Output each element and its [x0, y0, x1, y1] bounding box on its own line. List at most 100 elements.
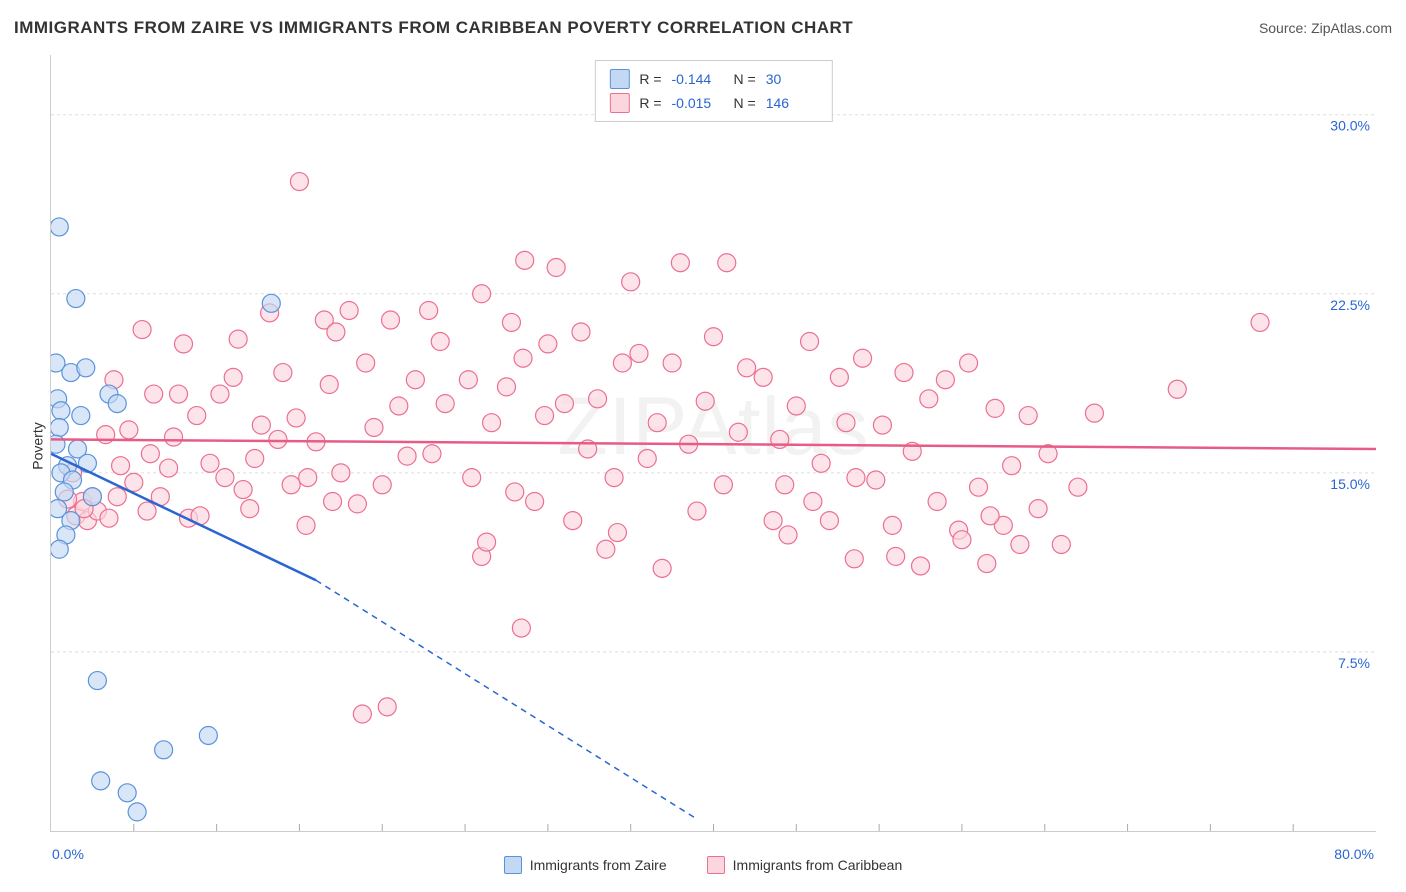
data-point[interactable]	[648, 414, 666, 432]
data-point[interactable]	[526, 492, 544, 510]
data-point[interactable]	[353, 705, 371, 723]
data-point[interactable]	[960, 354, 978, 372]
data-point[interactable]	[118, 784, 136, 802]
data-point[interactable]	[764, 512, 782, 530]
data-point[interactable]	[216, 469, 234, 487]
data-point[interactable]	[887, 547, 905, 565]
data-point[interactable]	[463, 469, 481, 487]
data-point[interactable]	[55, 483, 73, 501]
data-point[interactable]	[830, 368, 848, 386]
data-point[interactable]	[920, 390, 938, 408]
data-point[interactable]	[125, 473, 143, 491]
data-point[interactable]	[564, 512, 582, 530]
data-point[interactable]	[175, 335, 193, 353]
data-point[interactable]	[297, 516, 315, 534]
data-point[interactable]	[133, 321, 151, 339]
data-point[interactable]	[77, 359, 95, 377]
data-point[interactable]	[729, 423, 747, 441]
data-point[interactable]	[83, 488, 101, 506]
data-point[interactable]	[589, 390, 607, 408]
data-point[interactable]	[165, 428, 183, 446]
data-point[interactable]	[555, 395, 573, 413]
data-point[interactable]	[928, 492, 946, 510]
data-point[interactable]	[145, 385, 163, 403]
data-point[interactable]	[287, 409, 305, 427]
data-point[interactable]	[199, 726, 217, 744]
data-point[interactable]	[1011, 535, 1029, 553]
data-point[interactable]	[1029, 500, 1047, 518]
data-point[interactable]	[357, 354, 375, 372]
data-point[interactable]	[718, 254, 736, 272]
data-point[interactable]	[459, 371, 477, 389]
data-point[interactable]	[420, 301, 438, 319]
data-point[interactable]	[365, 418, 383, 436]
data-point[interactable]	[705, 328, 723, 346]
data-point[interactable]	[754, 368, 772, 386]
data-point[interactable]	[51, 435, 65, 453]
data-point[interactable]	[506, 483, 524, 501]
data-point[interactable]	[229, 330, 247, 348]
data-point[interactable]	[873, 416, 891, 434]
data-point[interactable]	[398, 447, 416, 465]
data-point[interactable]	[160, 459, 178, 477]
data-point[interactable]	[738, 359, 756, 377]
data-point[interactable]	[895, 364, 913, 382]
data-point[interactable]	[883, 516, 901, 534]
data-point[interactable]	[155, 741, 173, 759]
data-point[interactable]	[953, 531, 971, 549]
data-point[interactable]	[320, 376, 338, 394]
data-point[interactable]	[282, 476, 300, 494]
data-point[interactable]	[290, 173, 308, 191]
data-point[interactable]	[613, 354, 631, 372]
data-point[interactable]	[936, 371, 954, 389]
data-point[interactable]	[714, 476, 732, 494]
data-point[interactable]	[128, 803, 146, 821]
data-point[interactable]	[847, 469, 865, 487]
data-point[interactable]	[348, 495, 366, 513]
data-point[interactable]	[51, 218, 68, 236]
data-point[interactable]	[67, 290, 85, 308]
data-point[interactable]	[663, 354, 681, 372]
data-point[interactable]	[688, 502, 706, 520]
data-point[interactable]	[51, 540, 68, 558]
data-point[interactable]	[478, 533, 496, 551]
data-point[interactable]	[112, 457, 130, 475]
data-point[interactable]	[51, 418, 68, 436]
data-point[interactable]	[804, 492, 822, 510]
data-point[interactable]	[234, 481, 252, 499]
data-point[interactable]	[252, 416, 270, 434]
data-point[interactable]	[820, 512, 838, 530]
data-point[interactable]	[373, 476, 391, 494]
data-point[interactable]	[572, 323, 590, 341]
data-point[interactable]	[622, 273, 640, 291]
data-point[interactable]	[978, 555, 996, 573]
data-point[interactable]	[262, 294, 280, 312]
data-point[interactable]	[547, 259, 565, 277]
source-link[interactable]: ZipAtlas.com	[1311, 20, 1392, 36]
data-point[interactable]	[801, 333, 819, 351]
data-point[interactable]	[970, 478, 988, 496]
data-point[interactable]	[108, 395, 126, 413]
data-point[interactable]	[241, 500, 259, 518]
data-point[interactable]	[516, 251, 534, 269]
data-point[interactable]	[845, 550, 863, 568]
data-point[interactable]	[473, 285, 491, 303]
data-point[interactable]	[1085, 404, 1103, 422]
data-point[interactable]	[497, 378, 515, 396]
data-point[interactable]	[779, 526, 797, 544]
data-point[interactable]	[597, 540, 615, 558]
data-point[interactable]	[269, 430, 287, 448]
data-point[interactable]	[423, 445, 441, 463]
data-point[interactable]	[332, 464, 350, 482]
data-point[interactable]	[170, 385, 188, 403]
data-point[interactable]	[431, 333, 449, 351]
data-point[interactable]	[608, 524, 626, 542]
data-point[interactable]	[120, 421, 138, 439]
data-point[interactable]	[539, 335, 557, 353]
data-point[interactable]	[671, 254, 689, 272]
data-point[interactable]	[512, 619, 530, 637]
data-point[interactable]	[1251, 313, 1269, 331]
data-point[interactable]	[867, 471, 885, 489]
data-point[interactable]	[812, 454, 830, 472]
data-point[interactable]	[324, 492, 342, 510]
